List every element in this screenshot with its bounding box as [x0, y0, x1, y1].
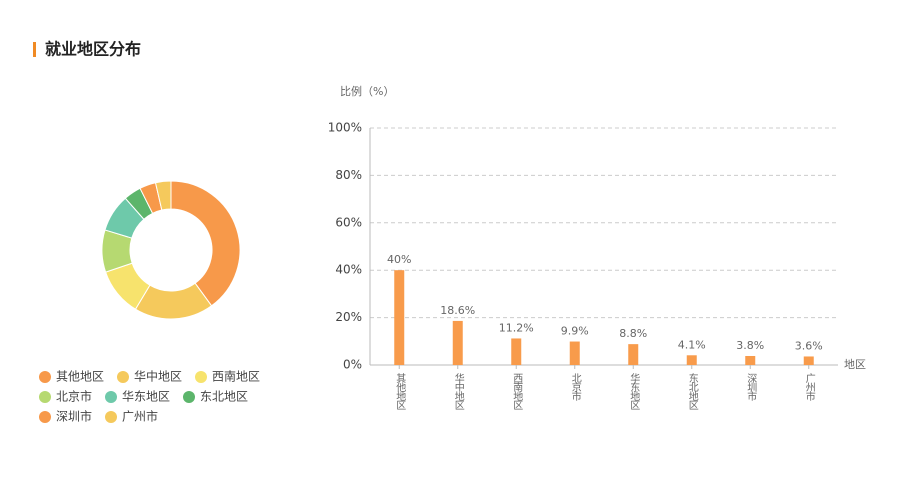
value-label: 3.8% — [736, 339, 764, 352]
bar — [803, 356, 814, 365]
title-marker — [33, 42, 36, 57]
legend-label: 华中地区 — [134, 369, 182, 384]
x-tick-label: 华东地区 — [628, 372, 640, 410]
x-tick-label: 北京市 — [569, 373, 581, 402]
value-label: 11.2% — [499, 321, 534, 334]
bar — [452, 320, 463, 365]
bar — [511, 338, 522, 365]
legend-marker — [39, 391, 51, 403]
y-axis-title: 比例（%） — [340, 84, 394, 98]
legend-label: 广州市 — [122, 409, 158, 424]
x-tick-label: 华中地区 — [452, 372, 464, 410]
bar — [745, 355, 756, 365]
legend-marker — [183, 391, 195, 403]
y-tick-label: 100% — [328, 121, 362, 135]
value-label: 18.6% — [440, 304, 475, 317]
legend-label: 华东地区 — [122, 390, 170, 404]
value-label: 40% — [387, 253, 411, 266]
x-axis-title: 地区 — [844, 358, 866, 371]
legend-marker — [195, 371, 207, 383]
legend-marker — [117, 371, 129, 383]
bar — [686, 355, 697, 365]
legend-marker — [105, 411, 117, 423]
y-tick-label: 60% — [335, 215, 362, 229]
legend-label: 西南地区 — [212, 369, 260, 384]
section-title: 就业地区分布 — [45, 40, 141, 59]
legend-label: 其他地区 — [56, 370, 104, 384]
bar — [569, 341, 580, 365]
legend-marker — [39, 371, 51, 383]
x-tick-label: 东北地区 — [686, 372, 698, 410]
value-label: 3.6% — [795, 339, 823, 352]
legend-marker — [105, 391, 117, 403]
value-label: 8.8% — [619, 327, 647, 340]
legend-label: 深圳市 — [56, 409, 92, 424]
x-tick-label: 西南地区 — [511, 373, 523, 410]
x-tick-label: 广州市 — [803, 373, 815, 402]
x-tick-label: 其他地区 — [394, 373, 406, 410]
bar — [628, 344, 639, 365]
value-label: 4.1% — [678, 338, 706, 351]
y-tick-label: 20% — [335, 310, 362, 324]
y-tick-label: 0% — [343, 358, 362, 372]
value-label: 9.9% — [561, 325, 589, 338]
y-tick-label: 80% — [335, 168, 362, 182]
legend-label: 北京市 — [56, 389, 92, 404]
x-tick-label: 深圳市 — [745, 373, 757, 402]
donut-slice — [170, 180, 241, 307]
y-tick-label: 40% — [335, 263, 362, 277]
bar — [394, 270, 405, 365]
legend-marker — [39, 411, 51, 423]
legend-label: 东北地区 — [200, 390, 248, 404]
donut-slice — [154, 180, 172, 211]
